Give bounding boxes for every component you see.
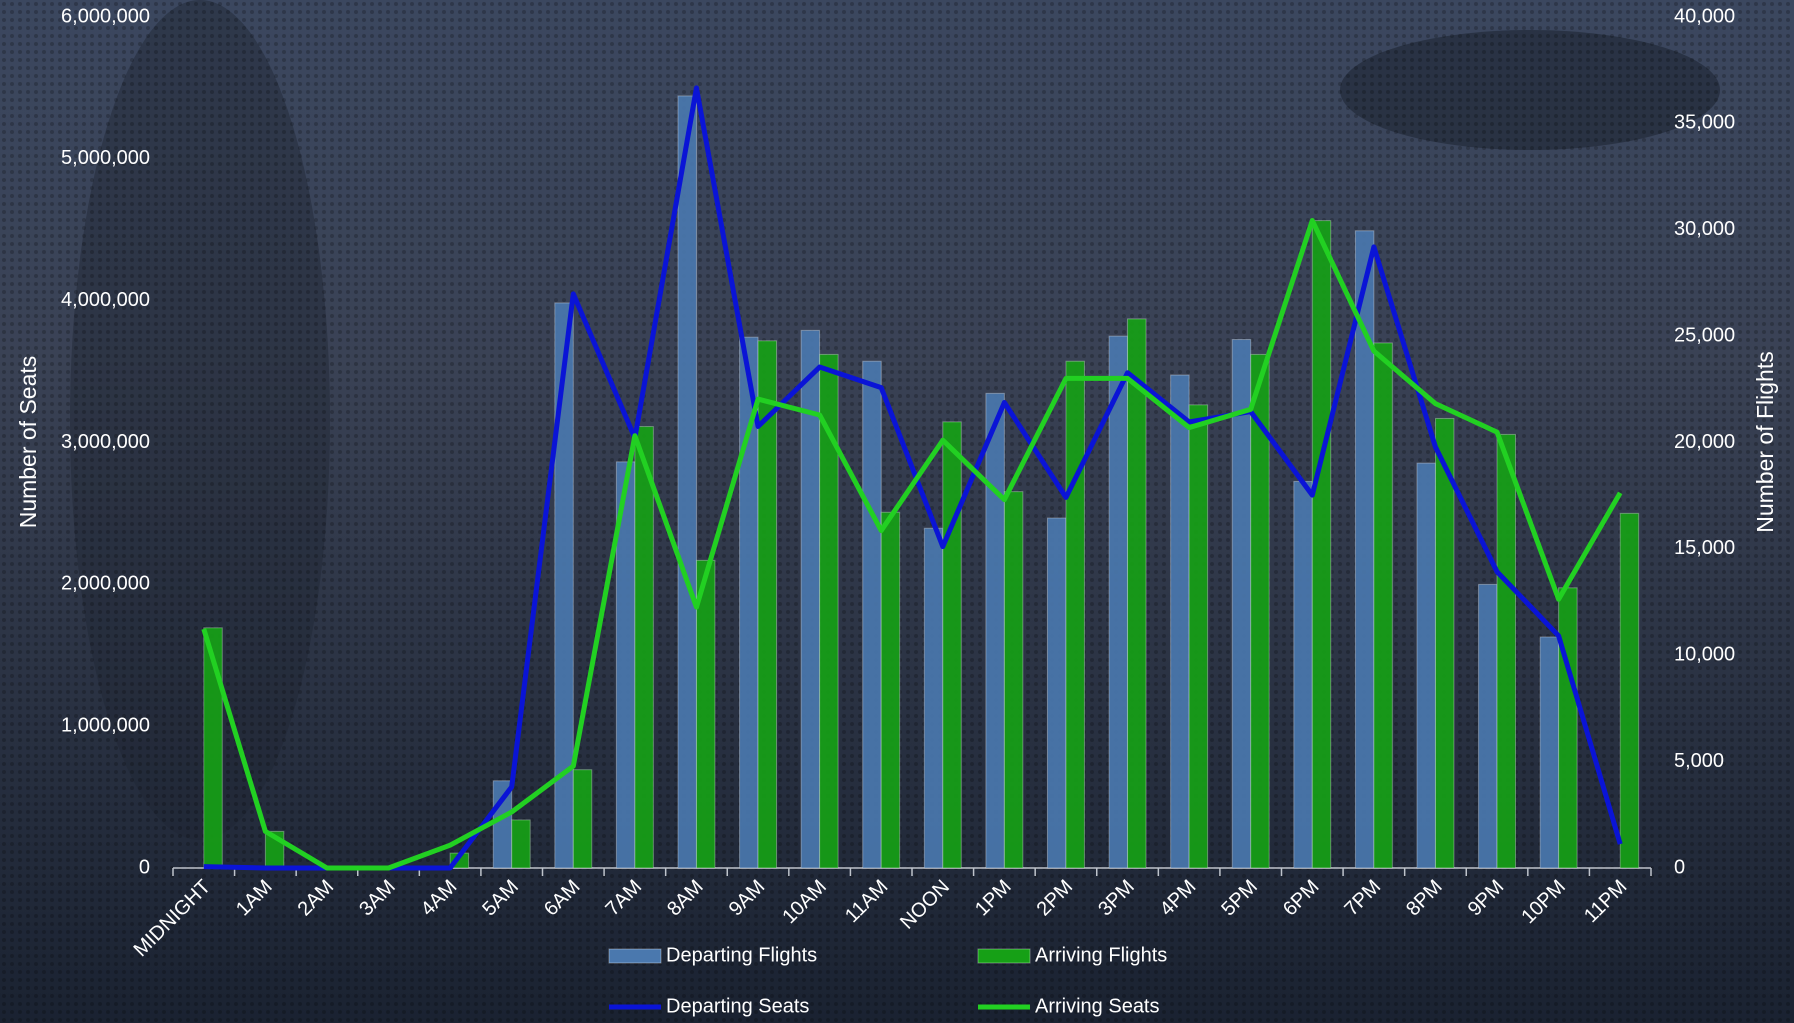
bar [880,511,901,869]
bar [1496,433,1517,869]
bar [1250,353,1270,869]
bar [1231,339,1252,869]
y-tick-label: 5,000,000 [61,147,150,169]
bar [923,527,944,869]
legend-swatch [608,948,662,964]
y-tick-label: 6,000,000 [61,5,150,27]
bar [695,559,716,869]
y2-tick-label: 30,000 [1674,218,1735,240]
bar [739,336,759,869]
bar [1127,318,1147,869]
y2-tick-label: 0 [1674,856,1685,878]
bar [985,392,1005,869]
y-tick-label: 4,000,000 [61,289,150,311]
y2-tick-label: 35,000 [1674,112,1735,134]
line [203,85,1623,871]
bar [634,426,654,869]
bar [677,95,697,869]
bar [1373,342,1393,869]
y2-axis-title: Number of Flights [1752,351,1778,533]
legend-label: Arriving Flights [1035,944,1167,966]
bar [1293,480,1313,869]
y-tick-label: 3,000,000 [61,431,150,453]
bar [1539,636,1560,869]
bar [862,360,882,869]
line [201,218,1623,871]
bar [511,819,531,869]
y2-tick-label: 20,000 [1674,431,1735,453]
y2-tick-label: 40,000 [1674,5,1735,27]
bar [572,769,593,869]
y-axis-title: Number of Seats [15,356,41,529]
bar [1558,587,1578,869]
bar [1046,517,1067,869]
y-tick-label: 2,000,000 [61,573,150,595]
bar [1003,491,1024,869]
bar [1619,512,1640,869]
y2-tick-label: 15,000 [1674,537,1735,559]
y2-tick-label: 25,000 [1674,324,1735,346]
legend-label: Departing Seats [666,995,809,1017]
bar [819,353,839,869]
legend-label: Departing Flights [666,944,817,966]
bar [1170,374,1190,869]
bar [1416,462,1436,869]
bar [942,421,962,869]
y2-tick-label: 5,000 [1674,750,1724,772]
bar [1478,583,1498,869]
bar [1311,220,1332,869]
y2-tick-label: 10,000 [1674,644,1735,666]
legend-swatch [977,948,1031,964]
bar [1434,417,1455,869]
y-tick-label: 1,000,000 [61,714,150,736]
bar [554,302,574,869]
bar [1065,360,1085,869]
bar [757,340,778,869]
y-tick-label: 0 [139,856,150,878]
legend-label: Arriving Seats [1035,995,1160,1017]
bar [1188,404,1209,869]
bar [1108,335,1129,869]
